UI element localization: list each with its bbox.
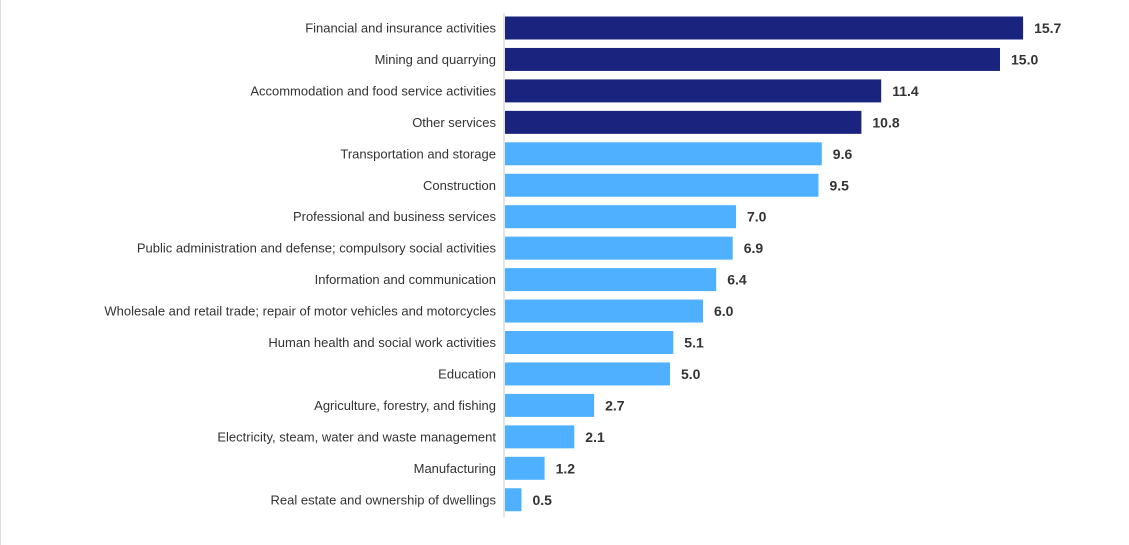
value-label: 6.0 xyxy=(714,303,734,319)
value-label: 2.1 xyxy=(585,429,605,445)
bar xyxy=(505,425,575,449)
category-label: Public administration and defense; compu… xyxy=(137,241,497,256)
category-label: Information and communication xyxy=(315,272,496,287)
category-label: Wholesale and retail trade; repair of mo… xyxy=(104,304,496,319)
category-label: Real estate and ownership of dwellings xyxy=(271,492,497,507)
bar xyxy=(505,456,545,480)
value-label: 11.4 xyxy=(892,83,919,99)
bar xyxy=(505,393,595,417)
value-label: 5.1 xyxy=(684,335,704,351)
category-label: Education xyxy=(438,366,496,381)
value-label: 9.5 xyxy=(830,177,850,193)
category-label: Other services xyxy=(412,115,496,130)
value-labels: 15.7 15.0 11.4 10.8 9.6 9.5 7.0 6.9 6.4 6.0 5.1 5.0… xyxy=(533,20,1062,508)
bar xyxy=(505,362,670,386)
category-label: Manufacturing xyxy=(414,461,496,476)
value-label: 15.0 xyxy=(1011,51,1038,67)
bar xyxy=(505,488,522,512)
bar xyxy=(505,16,1024,40)
category-label: Electricity, steam, water and waste mana… xyxy=(217,429,496,444)
value-label: 9.6 xyxy=(833,146,853,162)
category-label: Financial and insurance activities xyxy=(305,21,496,36)
bar xyxy=(505,110,862,134)
value-label: 10.8 xyxy=(872,114,899,130)
value-label: 6.9 xyxy=(744,240,764,256)
category-label: Professional and business services xyxy=(293,209,497,224)
bar xyxy=(505,268,717,292)
bar xyxy=(505,331,674,354)
value-label: 7.0 xyxy=(747,209,767,225)
category-label: Construction xyxy=(423,178,496,193)
category-labels: Financial and insurance activities Mining… xyxy=(104,21,496,508)
category-label: Agriculture, forestry, and fishing xyxy=(314,398,496,413)
value-label: 15.7 xyxy=(1034,20,1061,36)
value-label: 2.7 xyxy=(605,397,625,413)
value-label: 6.4 xyxy=(727,272,747,288)
value-label: 1.2 xyxy=(556,460,576,476)
bars xyxy=(505,16,1024,512)
category-label: Mining and quarrying xyxy=(375,52,496,67)
category-label: Accommodation and food service activitie… xyxy=(250,83,496,98)
bar xyxy=(505,299,703,323)
bar xyxy=(505,205,736,229)
bar xyxy=(505,173,819,197)
category-label: Transportation and storage xyxy=(340,146,496,161)
value-label: 5.0 xyxy=(681,366,701,382)
value-label: 0.5 xyxy=(533,492,553,508)
bar xyxy=(505,142,822,166)
bar xyxy=(505,79,882,103)
bar xyxy=(505,236,733,260)
bar xyxy=(505,47,1000,71)
category-label: Human health and social work activities xyxy=(268,335,496,350)
